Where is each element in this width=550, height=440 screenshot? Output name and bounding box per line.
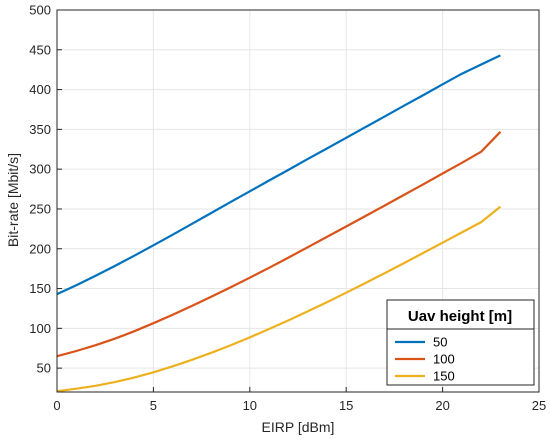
grid-lines [56,9,540,392]
x-tick-label: 15 [339,398,353,413]
plot-frame [56,9,540,393]
y-tick-label: 500 [29,3,51,18]
y-tick-label: 450 [29,42,51,57]
x-tick-label: 0 [53,398,60,413]
legend-title: Uav height [m] [408,308,512,325]
y-axis-ticks: 50 100 150 200 250 300 350 400 450 500 [29,3,62,376]
x-axis-label: EIRP [dBm] [262,419,335,435]
series-line-100 [56,131,502,358]
legend-entry-100: 100 [433,352,455,367]
y-tick-label: 150 [29,281,51,296]
y-tick-label: 200 [29,241,51,256]
x-axis-ticks: 0 5 10 15 20 25 [53,387,546,413]
y-axis-label: Bit-rate [Mbit/s] [5,153,21,247]
y-tick-label: 300 [29,162,51,177]
series-lines [56,54,502,393]
legend-entry-150: 150 [433,369,455,384]
x-tick-label: 10 [243,398,257,413]
series-line-50 [56,54,501,296]
x-tick-label: 20 [435,398,449,413]
y-tick-label: 400 [29,82,51,97]
legend-items: 50 100 150 [395,335,455,384]
y-tick-label: 100 [29,321,51,336]
x-tick-label: 25 [532,398,546,413]
legend: Uav height [m] 50 100 150 [386,299,535,386]
series-line-150 [56,205,502,393]
y-tick-label: 250 [29,201,51,216]
y-tick-label: 50 [37,361,51,376]
legend-entry-50: 50 [433,335,447,350]
y-tick-label: 350 [29,122,51,137]
x-tick-label: 5 [150,398,157,413]
